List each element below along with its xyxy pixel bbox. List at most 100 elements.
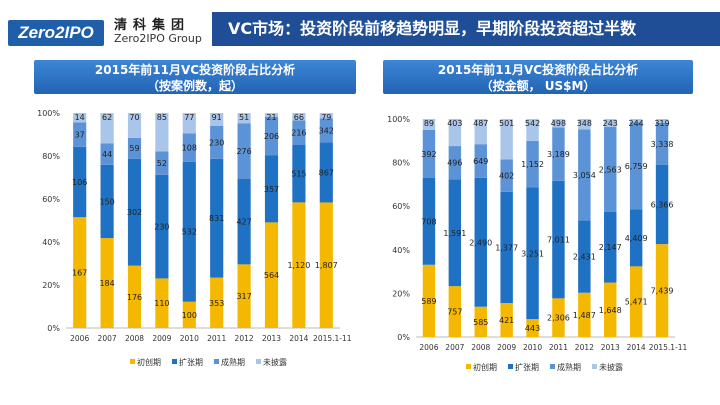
data-label: 532 (182, 228, 197, 237)
chart-1: 0% 20% 40% 60% 80% 100% 589 708 392 89 2006 757 1,59… (387, 115, 687, 372)
bar-segment (629, 266, 643, 337)
data-label: 757 (447, 308, 462, 317)
y-tick-label: 60% (392, 202, 410, 211)
data-label: 176 (127, 293, 142, 302)
data-label: 498 (551, 119, 566, 128)
data-label: 150 (99, 197, 114, 206)
bar-segment (73, 122, 87, 147)
chart-header-cases: 2015年前11月VC投资阶段占比分析 （按案例数，起） (34, 60, 356, 94)
legend-label: 初创期 (137, 357, 161, 367)
data-label: 100 (182, 311, 197, 320)
x-tick-label: 2013 (601, 343, 620, 352)
data-label: 708 (421, 217, 436, 226)
data-label: 6,759 (625, 162, 648, 171)
data-label: 831 (209, 214, 224, 223)
data-label: 243 (603, 119, 618, 128)
legend-label: 成熟期 (221, 357, 245, 367)
bar-segment (448, 286, 462, 337)
x-tick-label: 2006 (419, 343, 438, 352)
data-label: 392 (421, 150, 436, 159)
data-label: 1,377 (495, 243, 518, 252)
data-label: 496 (447, 159, 462, 168)
bar-segment (629, 119, 643, 123)
data-label: 421 (499, 316, 514, 325)
bar-segment (655, 164, 669, 245)
bar-segment (474, 144, 487, 178)
data-label: 2,147 (599, 243, 622, 252)
legend-swatch (508, 364, 513, 369)
bar-segment (552, 127, 565, 181)
bar-segment (73, 217, 87, 328)
y-tick-label: 20% (392, 289, 410, 298)
bar-segment (500, 191, 513, 304)
data-label: 70 (129, 113, 139, 122)
data-label: 867 (319, 168, 334, 177)
bar-segment (448, 119, 462, 147)
data-label: 2,431 (573, 253, 596, 262)
bar-segment (474, 119, 487, 145)
x-tick-label: 2013 (262, 334, 281, 343)
bar-segment (127, 158, 142, 266)
data-label: 319 (654, 119, 669, 128)
data-label: 1,648 (599, 306, 622, 315)
x-tick-label: 2007 (445, 343, 464, 352)
bar-segment (210, 126, 224, 159)
data-label: 276 (236, 147, 251, 156)
legend-swatch (130, 359, 135, 364)
data-label: 2,490 (469, 238, 492, 247)
bar-segment (237, 178, 251, 265)
data-label: 3,054 (573, 171, 596, 180)
data-label: 7,439 (651, 287, 674, 296)
data-label: 85 (157, 113, 167, 122)
bar-segment (526, 187, 539, 320)
data-label: 1,120 (287, 261, 310, 270)
bar-segment (73, 113, 87, 123)
data-label: 302 (127, 208, 142, 217)
data-label: 487 (473, 119, 488, 128)
bar-segment (474, 177, 487, 307)
x-tick-label: 2009 (152, 334, 171, 343)
bar-segment (319, 118, 333, 143)
bar-segment (292, 120, 306, 145)
x-tick-label: 2008 (125, 334, 144, 343)
data-label: 59 (129, 144, 139, 153)
bar-segment (500, 303, 513, 337)
bar-segment (319, 142, 333, 203)
legend-swatch (592, 364, 597, 369)
bar-segment (155, 113, 169, 152)
bar-segment (264, 116, 279, 156)
chart-subtitle-amount: （按金额， US$M） (480, 79, 596, 93)
bar-segment (292, 113, 306, 121)
legend-swatch (172, 359, 177, 364)
data-label: 2,563 (599, 165, 622, 174)
data-label: 4,409 (625, 234, 648, 243)
chart-0: 0% 20% 40% 60% 80% 100% 167 106 37 14 2006 184 150 44… (37, 109, 352, 367)
data-label: 353 (209, 299, 224, 308)
data-label: 14 (75, 113, 85, 122)
data-label: 564 (264, 271, 279, 280)
bar-segment (552, 180, 565, 299)
data-label: 230 (209, 138, 224, 147)
data-label: 1,152 (521, 160, 544, 169)
bar-segment (578, 220, 591, 293)
company-name-en: Zero2IPO Group (114, 32, 202, 45)
bar-segment (422, 129, 436, 178)
company-name-cn: 清科集团 (114, 18, 191, 33)
y-tick-label: 20% (42, 281, 60, 290)
data-label: 167 (72, 269, 87, 278)
x-tick-label: 2006 (70, 334, 89, 343)
data-label: 108 (182, 143, 197, 152)
chart-header-amount: 2015年前11月VC投资阶段占比分析 （按金额， US$M） (383, 60, 693, 94)
bar-segment (578, 129, 591, 221)
data-label: 3,189 (547, 150, 570, 159)
x-tick-label: 2015.1-11 (649, 343, 688, 352)
bar-segment (500, 159, 513, 192)
data-label: 348 (577, 119, 592, 128)
data-label: 51 (239, 113, 249, 122)
data-label: 515 (291, 170, 306, 179)
bar-segment (155, 278, 169, 328)
data-label: 3,251 (521, 249, 544, 258)
bar-segment (292, 144, 306, 203)
bar-segment (210, 158, 224, 278)
y-tick-label: 80% (392, 159, 410, 168)
